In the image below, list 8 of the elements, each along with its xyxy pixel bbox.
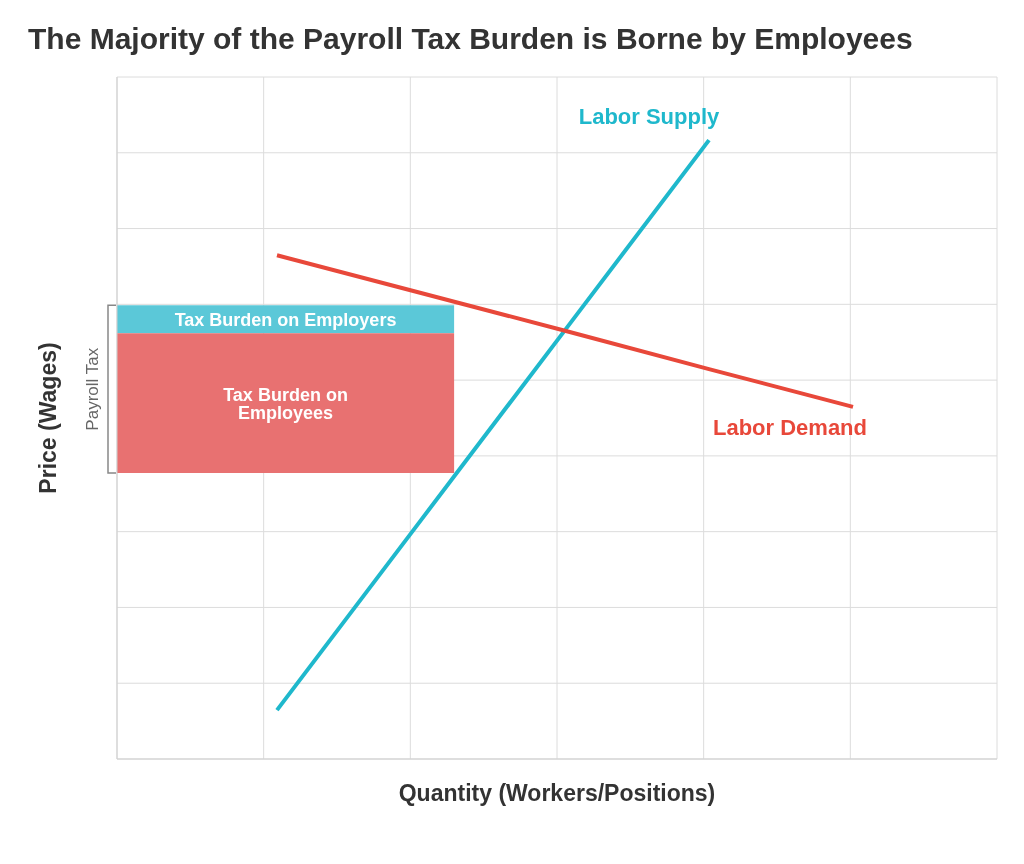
x-axis-title: Quantity (Workers/Positions)	[398, 780, 716, 806]
chart-title: The Majority of the Payroll Tax Burden is Borne by Employees	[28, 22, 913, 56]
series-label: Labor Supply	[578, 104, 721, 130]
text: Payroll Tax	[83, 347, 103, 431]
band-label: Tax Burden on Employers	[174, 309, 397, 330]
band-label: Tax Burden on Employees	[223, 384, 348, 423]
y-axis-title: Price (Wages)	[35, 342, 62, 494]
series-label: Labor Demand	[712, 414, 868, 440]
